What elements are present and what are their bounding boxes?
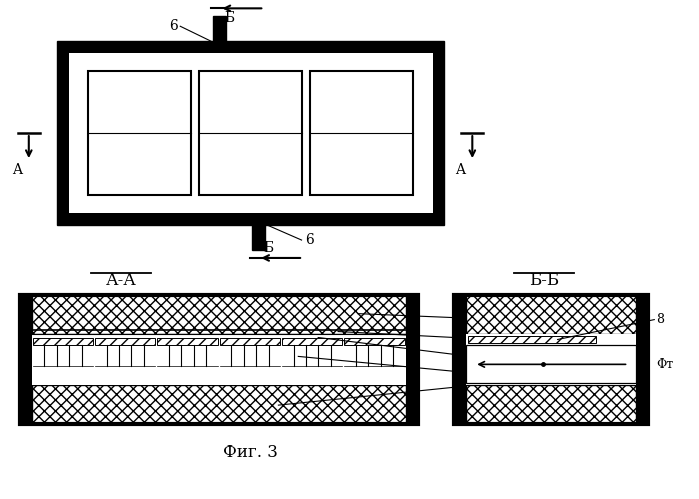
- Bar: [57, 41, 445, 225]
- Bar: [33, 337, 93, 345]
- Bar: [310, 71, 412, 195]
- Text: A: A: [455, 163, 466, 177]
- Bar: [282, 337, 343, 345]
- Bar: [20, 295, 417, 424]
- Text: Φт: Φт: [656, 358, 674, 371]
- Bar: [219, 337, 280, 345]
- Bar: [636, 295, 649, 424]
- Text: Б: Б: [224, 11, 235, 25]
- Bar: [31, 333, 405, 385]
- Bar: [466, 345, 636, 383]
- Text: A: A: [12, 163, 22, 177]
- Bar: [345, 337, 405, 345]
- Text: Фиг. 3: Фиг. 3: [223, 444, 278, 461]
- Text: 6: 6: [305, 233, 314, 247]
- Bar: [454, 385, 649, 424]
- Text: 1: 1: [457, 381, 466, 394]
- Text: 3: 3: [457, 348, 466, 361]
- Bar: [199, 71, 302, 195]
- Bar: [252, 225, 265, 250]
- Bar: [95, 337, 155, 345]
- Bar: [20, 295, 31, 424]
- Bar: [405, 295, 417, 424]
- Text: 5: 5: [457, 311, 466, 324]
- Text: 6: 6: [169, 19, 178, 33]
- Text: 2: 2: [457, 365, 466, 378]
- Bar: [468, 335, 596, 343]
- Bar: [454, 295, 649, 333]
- Text: 4: 4: [457, 331, 466, 344]
- Bar: [454, 295, 649, 424]
- Text: Б: Б: [264, 241, 273, 255]
- Bar: [20, 295, 417, 333]
- Bar: [466, 333, 636, 385]
- Bar: [454, 295, 466, 424]
- Bar: [69, 53, 433, 213]
- Bar: [89, 71, 192, 195]
- Text: 8: 8: [656, 313, 664, 326]
- Text: А-А: А-А: [106, 272, 137, 289]
- Bar: [20, 385, 417, 424]
- Bar: [157, 337, 217, 345]
- Text: Б-Б: Б-Б: [529, 272, 559, 289]
- Bar: [213, 16, 226, 41]
